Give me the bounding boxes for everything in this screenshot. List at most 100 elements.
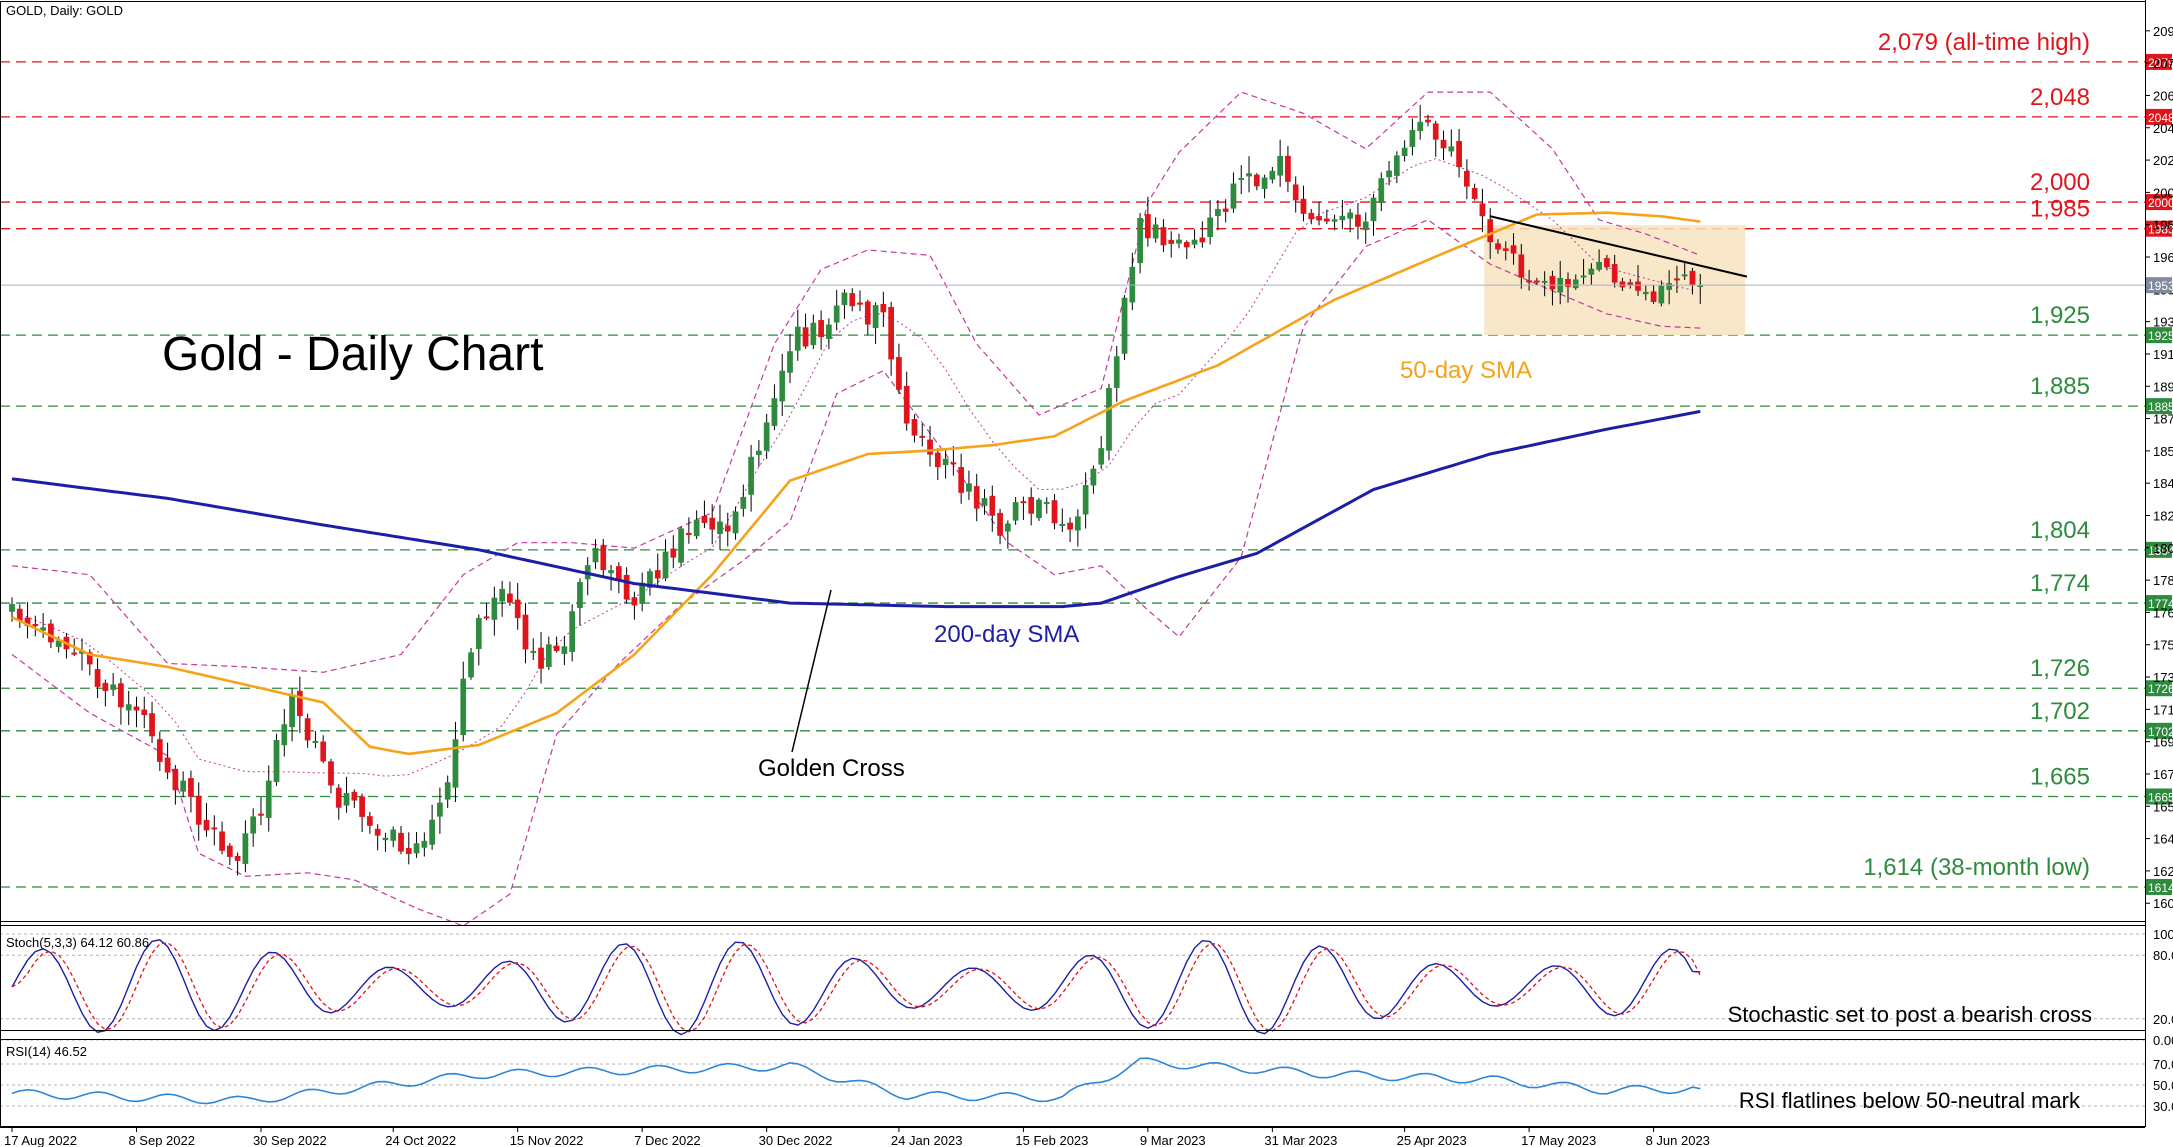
candle-body: [281, 724, 288, 746]
candle-body: [219, 831, 225, 851]
candle-body: [172, 768, 179, 791]
candle-body: [530, 650, 537, 653]
candle-body: [141, 709, 148, 716]
candle-body: [1432, 123, 1439, 140]
golden-cross-pointer: [791, 589, 832, 753]
candle-body: [398, 832, 404, 852]
y-tick-label: 1859.78: [2153, 444, 2173, 459]
sma50-line: [11, 211, 1701, 756]
candle-body: [709, 517, 716, 530]
candle-body: [289, 694, 295, 728]
candle-body: [491, 597, 498, 620]
candle-body: [1036, 499, 1042, 519]
candle-body: [662, 551, 669, 579]
candle-body: [934, 452, 941, 468]
candle-body: [654, 570, 661, 579]
candle-body: [732, 511, 739, 534]
candle-body: [195, 795, 202, 825]
rsi-pane[interactable]: 70.00 50.00 30.00 RSI flatlines below 50-ne…: [0, 1057, 2173, 1114]
candle-body: [468, 652, 474, 678]
x-tick-label: 8 Jun 2023: [1646, 1133, 1710, 1147]
candle-body: [623, 574, 630, 600]
stoch-tick-label: 20.00: [2153, 1012, 2173, 1027]
candle-body: [499, 588, 505, 602]
candle-body: [1051, 500, 1058, 524]
candle-body: [1627, 282, 1634, 286]
level-tag-bg: [2146, 398, 2172, 415]
level-tag: 1885.00: [2148, 400, 2173, 414]
candle-body: [1611, 264, 1618, 283]
candle-body: [545, 644, 552, 668]
candle-body: [297, 690, 303, 717]
candle-body: [1199, 237, 1206, 243]
level-tag: 1726.00: [2148, 682, 2173, 696]
level-label: 2,000: [2030, 169, 2090, 196]
candle-body: [880, 304, 887, 313]
candle-body: [351, 791, 358, 801]
symbol-label: GOLD, Daily: GOLD: [6, 3, 124, 18]
candle-body: [818, 320, 824, 338]
y-tick-label: 1714.10: [2153, 702, 2173, 717]
candle-body: [1269, 170, 1276, 180]
x-tick-label: 17 May 2023: [1521, 1133, 1596, 1147]
candle-body: [1020, 501, 1027, 504]
candle-body: [927, 439, 933, 455]
price-pane[interactable]: 2,079 (all-time high) 2079.00 2,048 2048.00…: [0, 29, 2173, 927]
level-label: 1,885: [2030, 373, 2090, 400]
candle-body: [826, 324, 832, 339]
level-tag: 2079.00: [2148, 56, 2173, 70]
candle-body: [577, 582, 583, 609]
candle-body: [1028, 497, 1035, 514]
candle-body: [1168, 239, 1175, 244]
y-tick-label: 1604.84: [2153, 896, 2173, 911]
candle-body: [149, 713, 155, 737]
candle-body: [1285, 155, 1291, 182]
candle-body: [226, 845, 233, 857]
candle-body: [203, 820, 210, 831]
candle-body: [1004, 523, 1011, 532]
x-tick-label: 8 Sep 2022: [128, 1133, 195, 1147]
level-tag-bg: [2146, 220, 2172, 237]
candle-body: [553, 645, 560, 651]
level-tag-bg: [2146, 194, 2172, 211]
candle-body: [1075, 516, 1081, 531]
candle-body: [678, 528, 684, 563]
candle-body: [125, 704, 132, 711]
moving-averages: [11, 211, 1701, 756]
bollinger-bands: [11, 91, 1701, 927]
y-tick-label: 1823.36: [2153, 508, 2173, 523]
rsi-tick-label: 70.00: [2153, 1057, 2173, 1072]
candle-body: [1674, 278, 1680, 281]
candle-body: [1572, 279, 1579, 289]
level-tag: 1774.00: [2148, 597, 2173, 611]
candle-body: [320, 741, 327, 762]
x-tick-label: 24 Jan 2023: [891, 1133, 963, 1147]
candle-body: [592, 547, 599, 563]
candle-body: [421, 840, 428, 848]
candle-body: [857, 302, 863, 305]
candle-body: [1440, 139, 1447, 149]
y-tick-label: 2005.46: [2153, 185, 2173, 200]
candle-body: [686, 532, 692, 535]
rsi-tick-label: 50.00: [2153, 1078, 2173, 1093]
candle-body: [756, 450, 762, 455]
candle-body: [1658, 285, 1665, 304]
y-tick-label: 1677.68: [2153, 767, 2173, 782]
stochastic-pane[interactable]: 100.00 80.00 20.00 0.00 Stochastic set to po…: [0, 927, 2173, 1048]
candle-body: [794, 326, 801, 351]
x-tick-label: 24 Oct 2022: [385, 1133, 456, 1147]
candle-body: [810, 322, 817, 346]
candle-body: [1681, 274, 1688, 277]
candle-body: [864, 301, 871, 325]
candle-body: [1479, 203, 1486, 217]
candle-body: [1207, 217, 1213, 238]
y-tick-label: 1659.47: [2153, 799, 2173, 814]
level-tag: 1985.00: [2148, 223, 2173, 237]
candle-body: [133, 706, 140, 711]
level-tag-bg: [2146, 108, 2172, 125]
level-label: 1,726: [2030, 655, 2090, 682]
candle-body: [1347, 212, 1354, 219]
candle-body: [724, 525, 731, 532]
